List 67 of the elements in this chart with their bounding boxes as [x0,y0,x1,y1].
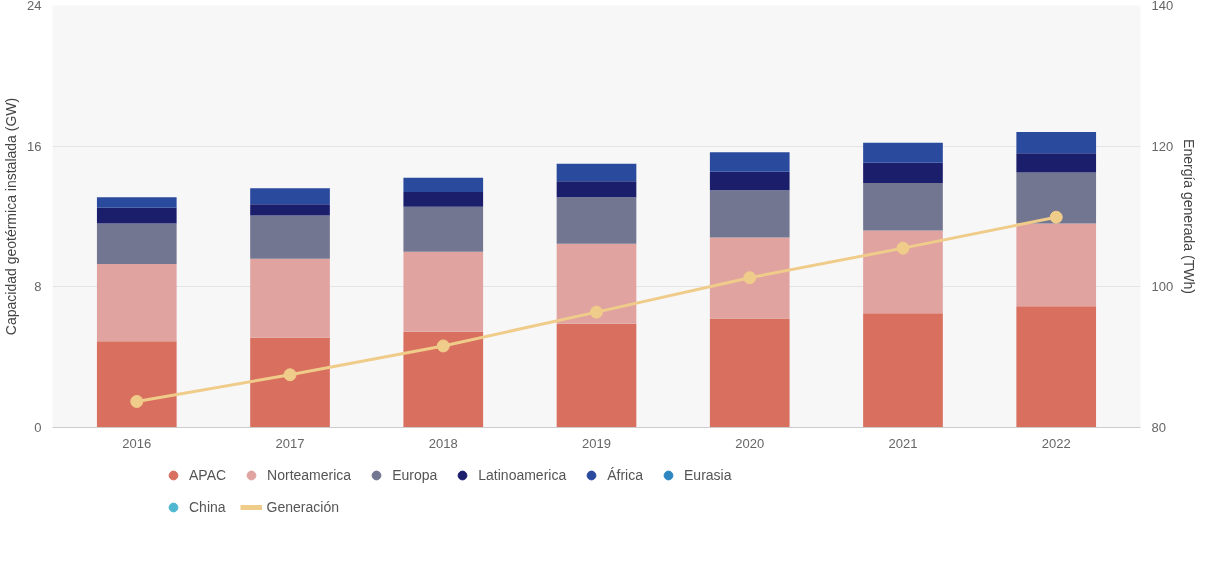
bar [403,191,484,207]
y-axis-title: Capacidad geotérmica instalada (GW) [3,97,20,336]
point [130,394,144,408]
x-tick-label: 2018 [428,435,458,451]
bar [250,337,330,428]
legend-label: Eurasia [684,467,732,483]
bar [556,323,637,428]
bar [403,206,484,252]
y2-tick-label: 80 [1151,420,1166,435]
x-tick-label: 2016 [122,435,152,451]
legend-label: Generación [266,499,339,515]
legend-label: APAC [189,467,227,483]
point [743,271,757,285]
bar [1016,132,1097,154]
bar [556,243,637,324]
bar [863,162,943,184]
legend-label: Norteamerica [267,467,352,483]
bar [96,197,177,208]
bar [556,163,637,182]
bar [250,258,330,338]
point [436,339,450,353]
x-tick-label: 2019 [582,435,611,451]
bar [403,177,484,192]
bar [709,237,790,319]
bar [403,251,484,332]
legend-label: China [189,499,226,515]
point [283,368,297,382]
bar [250,215,330,259]
x-tick-label: 2020 [735,435,765,451]
bar [1016,172,1097,224]
y-tick-label: 0 [34,420,42,435]
y2-tick-label: 120 [1151,138,1174,154]
y-tick-label: 24 [27,0,42,13]
bar [1016,223,1097,307]
bar [96,341,177,428]
y2-axis-title: Energía generada (TWh) [1181,139,1198,294]
point [896,241,910,255]
y2-tick-label: 140 [1151,0,1174,13]
bar [403,331,484,428]
legend-label: Europa [392,467,438,483]
legend-label: Latinoamerica [478,467,567,483]
bar [96,207,177,224]
x-tick-label: 2022 [1041,435,1071,451]
bar [709,152,790,172]
bar [250,188,330,205]
point [590,305,603,319]
bar [96,223,177,264]
bar [1016,306,1097,428]
bar [709,171,790,191]
y-tick-label: 16 [27,138,42,154]
bar [1016,153,1097,173]
legend-label: África [607,467,644,483]
x-tick-label: 2021 [888,435,918,451]
bar [556,181,637,198]
bar [709,318,790,428]
bar [709,190,790,238]
y-tick-label: 8 [34,279,42,295]
point [1049,210,1063,224]
bar [863,142,943,163]
bar [250,204,330,216]
y2-tick-label: 100 [1151,279,1174,295]
x-tick-label: 2017 [275,435,305,451]
bar [863,183,943,231]
bar [863,230,943,314]
bar [556,197,637,244]
bar [863,313,943,428]
bar [96,263,177,342]
